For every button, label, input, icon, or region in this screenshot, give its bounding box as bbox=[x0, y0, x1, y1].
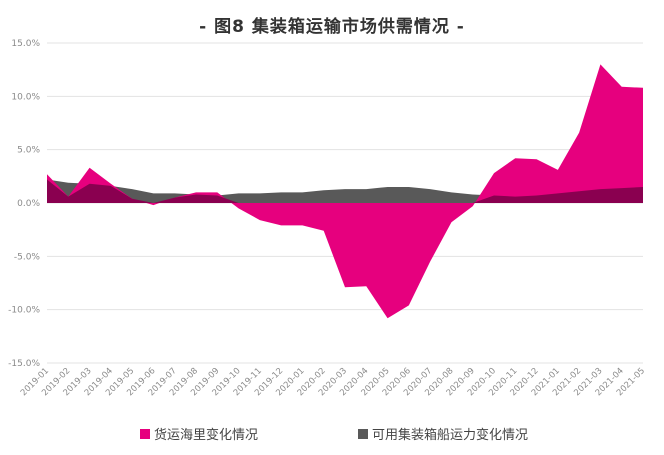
cargo-mileage-area bbox=[47, 64, 643, 319]
y-tick-label: 5.0% bbox=[17, 146, 40, 156]
legend-label: 货运海里变化情况 bbox=[154, 428, 259, 443]
x-axis-labels: 2019-012019-022019-032019-042019-052019-… bbox=[19, 366, 647, 398]
y-tick-label: 15.0% bbox=[11, 39, 40, 49]
legend-item-cargo-mileage: 货运海里变化情况 bbox=[140, 424, 258, 443]
legend-swatch-magenta bbox=[140, 428, 150, 439]
y-tick-label: -10.0% bbox=[8, 306, 40, 316]
legend-swatch-gray bbox=[358, 428, 368, 439]
legend-label: 可用集装箱船运力变化情况 bbox=[372, 428, 529, 443]
y-axis-labels: 15.0% 10.0% 5.0% 0.0% -5.0% -10.0% -15.0% bbox=[8, 39, 40, 369]
y-tick-label: 0.0% bbox=[17, 199, 40, 209]
chart-areas bbox=[47, 64, 643, 319]
chart-title: - 图8 集装箱运输市场供需情况 - bbox=[199, 17, 465, 37]
y-tick-label: -15.0% bbox=[8, 359, 40, 369]
y-tick-label: -5.0% bbox=[14, 252, 41, 262]
overlap-area bbox=[47, 179, 643, 203]
legend-item-capacity: 可用集装箱船运力变化情况 bbox=[358, 424, 528, 443]
y-tick-label: 10.0% bbox=[11, 92, 40, 102]
